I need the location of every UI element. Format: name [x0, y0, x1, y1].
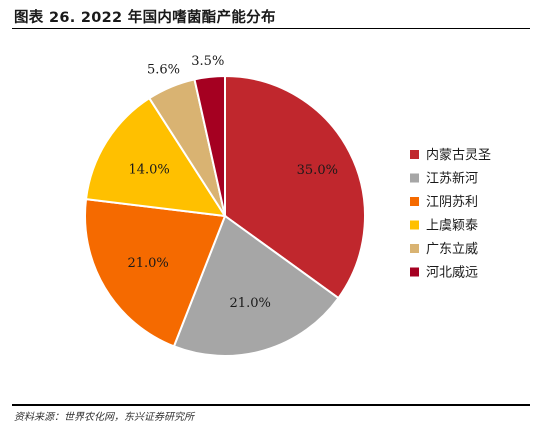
legend-swatch-neimenggu-lingsheng: [410, 150, 419, 159]
figure-title: 图表 26. 2022 年国内嗜菌酯产能分布: [14, 10, 276, 26]
data-label-shangyu-yingtai: 14.0%: [128, 162, 169, 177]
data-label-jiangsu-xinhe: 21.0%: [230, 296, 271, 311]
footer-divider: [12, 404, 530, 406]
pie-slice-neimenggu-lingsheng: [224, 74, 366, 300]
legend-swatch-shangyu-yingtai: [410, 220, 419, 230]
data-label-hebei-weiyuan: 3.5%: [191, 54, 224, 69]
legend-label-shangyu-yingtai: 上虞颖泰: [426, 219, 478, 234]
legend-label-hebei-weiyuan: 河北威远: [426, 266, 478, 281]
pie-slice-jiangyin-suli: [84, 198, 227, 348]
legend-label-jiangyin-suli: 江阴苏利: [426, 194, 478, 210]
pie-slice-shangyu-yingtai: [84, 96, 227, 218]
legend-swatch-jiangyin-suli: [410, 197, 419, 206]
data-label-neimenggu-lingsheng: 35.0%: [297, 163, 338, 178]
legend-swatch-jiangsu-xinhe: [410, 173, 419, 183]
legend-label-guangdong-liwei: 广东立威: [426, 242, 478, 257]
legend-swatch-hebei-weiyuan: [410, 267, 419, 277]
legend-label-jiangsu-xinhe: 江苏新河: [426, 171, 478, 187]
source-note: 资料来源：世界农化网，东兴证券研究所: [14, 412, 194, 423]
pie-chart: 35.0% 21.0% 21.0% 14.0% 5.6% 3.5% 内蒙古灵圣江苏新河江阴苏…: [84, 54, 491, 357]
data-label-jiangyin-suli: 21.0%: [127, 256, 168, 271]
legend-label-neimenggu-lingsheng: 内蒙古灵圣: [426, 147, 491, 163]
pie-slice-hebei-weiyuan: [193, 74, 226, 217]
data-label-guangdong-liwei: 5.6%: [147, 63, 180, 78]
legend-swatch-guangdong-liwei: [410, 244, 419, 253]
pie-slice-jiangsu-xinhe: [172, 214, 340, 357]
title-divider: [12, 28, 530, 29]
